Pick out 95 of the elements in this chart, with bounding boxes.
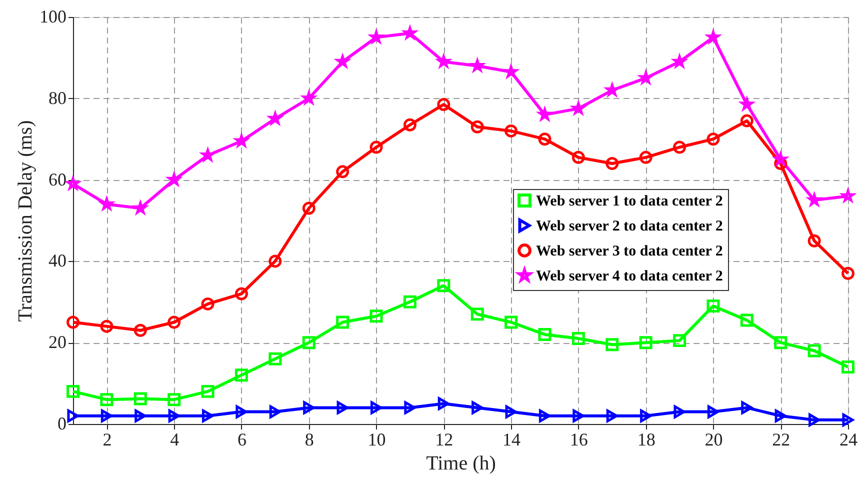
point	[168, 316, 181, 329]
point	[134, 392, 147, 406]
point	[606, 338, 619, 352]
x-tick-label: 2	[102, 430, 112, 450]
point	[538, 132, 552, 146]
x-tick-label: 12	[435, 430, 454, 450]
y-tick-label: 0	[58, 414, 66, 434]
x-tick-label: 16	[570, 430, 588, 450]
point	[639, 336, 652, 350]
point	[706, 299, 720, 312]
point	[236, 405, 248, 418]
y-axis-title: Transmission Delay (ms)	[14, 120, 36, 322]
point	[302, 336, 316, 350]
point	[504, 124, 518, 138]
point	[808, 413, 820, 426]
point	[403, 295, 416, 308]
point	[674, 405, 686, 418]
y-tick-label: 20	[48, 332, 66, 352]
point	[740, 114, 754, 128]
y-tick-label: 60	[48, 169, 66, 190]
x-tick-label: 18	[637, 430, 656, 450]
point	[438, 397, 450, 410]
y-tick-label: 80	[48, 88, 66, 108]
point	[673, 140, 686, 154]
point	[202, 409, 214, 422]
point	[404, 401, 416, 414]
point	[100, 320, 114, 333]
point	[134, 409, 146, 422]
x-tick-label: 24	[840, 430, 858, 450]
point	[842, 413, 854, 426]
point	[201, 384, 214, 398]
point	[100, 409, 112, 422]
point	[302, 202, 316, 215]
point	[336, 401, 348, 414]
point	[67, 409, 79, 422]
point	[168, 393, 181, 406]
point	[303, 401, 315, 414]
point	[538, 328, 552, 341]
x-tick-label: 6	[237, 430, 246, 450]
point	[336, 316, 350, 329]
y-tick-label: 40	[48, 250, 66, 271]
point	[201, 297, 214, 310]
point	[808, 234, 821, 248]
point	[234, 287, 248, 300]
point	[370, 140, 383, 154]
point	[572, 332, 585, 346]
x-tick-label: 10	[368, 430, 386, 450]
point	[134, 324, 147, 337]
point	[66, 384, 80, 398]
point	[639, 150, 652, 164]
point	[572, 150, 585, 164]
point	[606, 409, 618, 422]
point	[640, 409, 652, 422]
point	[470, 120, 484, 134]
point	[707, 405, 720, 418]
legend-label: Web server 1 to data center 2	[536, 194, 723, 210]
point	[740, 314, 754, 327]
point	[437, 279, 450, 292]
point	[505, 405, 517, 418]
point	[470, 308, 484, 321]
x-tick-label: 4	[170, 430, 180, 450]
point	[774, 336, 788, 350]
point	[606, 157, 619, 170]
point	[66, 316, 80, 329]
x-axis-title: Time (h)	[426, 452, 496, 474]
point	[706, 132, 720, 146]
point	[572, 409, 584, 422]
point	[370, 401, 382, 414]
y-tick-label: 100	[40, 6, 66, 26]
point	[268, 352, 282, 366]
point	[808, 344, 821, 358]
point	[234, 368, 248, 382]
point	[472, 401, 484, 414]
point	[336, 165, 350, 178]
point	[741, 401, 753, 414]
point	[437, 98, 450, 111]
point	[269, 405, 281, 418]
point	[774, 409, 786, 422]
x-tick-label: 8	[304, 430, 314, 450]
legend-label: Web server 4 to data center 2	[536, 268, 723, 284]
point	[504, 316, 518, 329]
point	[842, 360, 854, 374]
legend-label: Web server 3 to data center 2	[536, 244, 723, 260]
point	[538, 409, 551, 422]
point	[370, 310, 383, 323]
point	[842, 266, 854, 280]
point	[673, 334, 686, 348]
legend-label: Web server 2 to data center 2	[536, 218, 723, 234]
point	[168, 409, 180, 422]
point	[403, 118, 416, 132]
x-tick-label: 14	[502, 430, 521, 450]
x-tick-label: 20	[704, 430, 723, 450]
x-tick-label: 22	[772, 430, 790, 450]
point	[268, 254, 282, 268]
point	[100, 393, 114, 406]
